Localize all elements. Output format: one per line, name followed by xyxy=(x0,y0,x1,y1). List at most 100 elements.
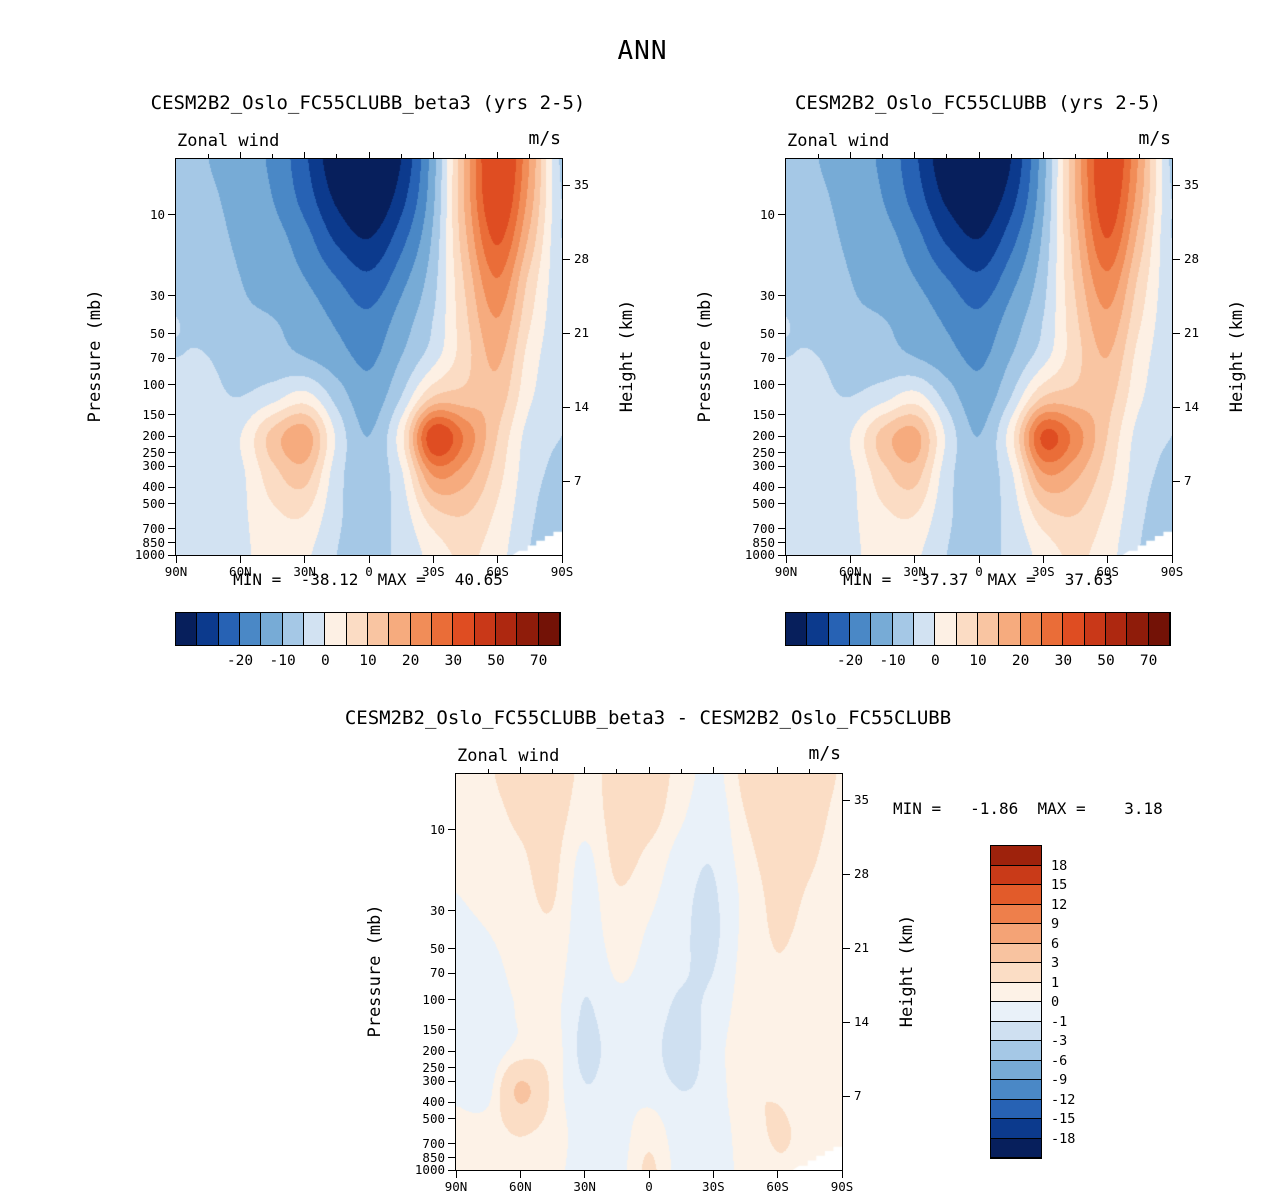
variable-label: Zonal wind xyxy=(787,131,890,151)
diff-colorbar-cell xyxy=(991,963,1041,983)
pressure-axis-title: Pressure (mb) xyxy=(85,289,105,423)
pressure-tick xyxy=(168,384,176,386)
height-tick-label: 35 xyxy=(1184,177,1200,193)
height-tick-label: 7 xyxy=(854,1087,862,1103)
colorbar-cell xyxy=(935,613,957,645)
pressure-tick-label: 10 xyxy=(759,206,775,222)
pressure-tick-label: 250 xyxy=(752,444,775,460)
top-minor-tick xyxy=(648,767,650,774)
latitude-tick-label: 60N xyxy=(229,564,252,579)
latitude-tick xyxy=(175,555,177,563)
pressure-tick xyxy=(448,1050,456,1052)
pressure-tick xyxy=(778,357,786,359)
pressure-tick-label: 300 xyxy=(422,1072,445,1088)
pressure-tick-label: 30 xyxy=(429,902,445,918)
pressure-tick-label: 200 xyxy=(142,427,165,443)
height-tick-label: 14 xyxy=(854,1013,870,1029)
pressure-tick-label: 500 xyxy=(752,495,775,511)
contour-plot: 10 30 50 70 100 150 200 250 300 400 500 700 850 1000 9… xyxy=(745,152,1199,578)
colorbar-tick-label: 30 xyxy=(444,653,463,669)
colorbar-cell xyxy=(807,613,829,645)
pressure-tick xyxy=(778,333,786,335)
height-axis-title: Height (km) xyxy=(1227,299,1247,413)
pressure-axis-title: Pressure (mb) xyxy=(365,904,385,1038)
latitude-tick xyxy=(455,1170,457,1178)
pressure-tick-label: 850 xyxy=(422,1149,445,1165)
diff-colorbar-cell xyxy=(991,1099,1041,1119)
pressure-tick-label: 50 xyxy=(149,325,165,341)
colorbar-cell xyxy=(176,613,198,645)
colorbar-cell xyxy=(282,613,304,645)
top-minor-tick xyxy=(1107,152,1109,159)
pressure-tick-label: 10 xyxy=(429,821,445,837)
diff-colorbar-cell xyxy=(991,924,1041,944)
pressure-tick xyxy=(778,452,786,454)
pressure-tick xyxy=(448,1157,456,1159)
variable-label: Zonal wind xyxy=(457,746,560,766)
colorbar-cell xyxy=(828,613,850,645)
units-label: m/s xyxy=(1138,128,1171,149)
pressure-tick xyxy=(448,1169,456,1171)
panel-title: CESM2B2_Oslo_FC55CLUBB_beta3 (yrs 2-5) xyxy=(150,92,586,114)
latitude-tick xyxy=(777,1170,779,1178)
latitude-tick xyxy=(519,1170,521,1178)
height-tick-label: 35 xyxy=(574,177,590,193)
diff-colorbar-tick-label: 0 xyxy=(1051,994,1060,1010)
pressure-tick xyxy=(168,333,176,335)
colorbar-cell xyxy=(197,613,219,645)
colorbar-tick-label: 70 xyxy=(1139,653,1158,669)
latitude-tick-label: 90S xyxy=(550,564,574,579)
diff-colorbar-tick-label: 3 xyxy=(1051,955,1060,971)
top-minor-tick xyxy=(207,154,209,159)
colorbar-cell xyxy=(261,613,283,645)
latitude-tick xyxy=(785,555,787,563)
pressure-tick xyxy=(168,295,176,297)
season-title: ANN xyxy=(617,36,668,66)
pressure-tick-label: 700 xyxy=(752,520,775,536)
height-tick xyxy=(1172,406,1180,408)
colorbar-cell xyxy=(474,613,496,645)
height-tick xyxy=(842,1095,850,1097)
height-tick xyxy=(562,332,570,334)
top-minor-tick xyxy=(914,152,916,159)
latitude-tick-label: 90S xyxy=(1160,564,1184,579)
pressure-tick-label: 850 xyxy=(752,534,775,550)
units-label: m/s xyxy=(808,743,841,764)
pressure-tick xyxy=(448,999,456,1001)
height-tick xyxy=(562,406,570,408)
height-axis-title: Height (km) xyxy=(617,299,637,413)
latitude-tick xyxy=(368,555,370,563)
height-tick-label: 21 xyxy=(1184,324,1200,340)
pressure-tick xyxy=(168,554,176,556)
colorbar-cell xyxy=(999,613,1021,645)
pressure-tick xyxy=(778,486,786,488)
latitude-tick xyxy=(497,555,499,563)
colorbar-tick-label: -20 xyxy=(836,653,864,669)
diff-colorbar-cell xyxy=(991,982,1041,1002)
diff-colorbar-tick-label: 9 xyxy=(1051,916,1060,932)
panel-test-model: CESM2B2_Oslo_FC55CLUBB_beta3 (yrs 2-5) Z… xyxy=(85,92,637,669)
pressure-tick xyxy=(778,554,786,556)
pressure-tick-label: 1000 xyxy=(744,546,775,562)
colorbar-cell xyxy=(1020,613,1042,645)
pressure-tick xyxy=(778,503,786,505)
colorbar-cell xyxy=(913,613,936,645)
diff-colorbar-cell xyxy=(991,904,1041,924)
pressure-tick-label: 200 xyxy=(752,427,775,443)
pressure-tick-label: 100 xyxy=(752,376,775,392)
height-tick xyxy=(562,184,570,186)
latitude-tick xyxy=(648,1170,650,1178)
height-tick-label: 28 xyxy=(574,251,590,267)
pressure-tick-label: 10 xyxy=(149,206,165,222)
colorbar-tick-label: -20 xyxy=(226,653,254,669)
colorbar-tick-label: 10 xyxy=(969,653,987,669)
height-tick xyxy=(1172,184,1180,186)
diff-colorbar-tick-label: 6 xyxy=(1051,935,1060,952)
top-minor-tick xyxy=(712,767,714,774)
colorbar: -20 -10 0 10 20 30 50 70 xyxy=(785,612,1171,669)
latitude-tick xyxy=(1042,555,1044,563)
latitude-tick-label: 90N xyxy=(444,1179,468,1194)
top-minor-tick xyxy=(777,767,779,774)
top-minor-tick xyxy=(946,154,948,159)
colorbar-cell xyxy=(871,613,893,645)
